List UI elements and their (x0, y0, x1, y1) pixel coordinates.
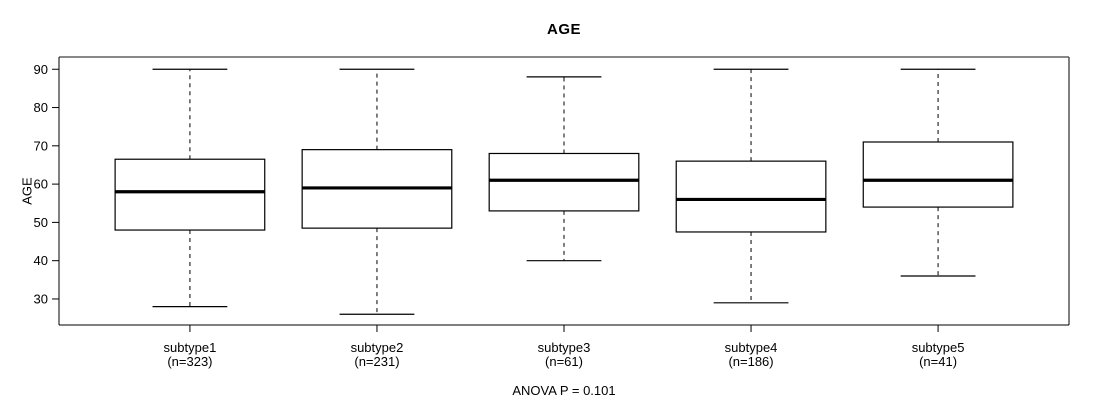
sample-size-label: (n=61) (545, 354, 583, 369)
iqr-box (675, 160, 827, 233)
sample-size-label: (n=41) (919, 354, 957, 369)
category-label: subtype2 (351, 340, 404, 355)
category-label: subtype1 (164, 340, 217, 355)
category-label: subtype4 (725, 340, 778, 355)
sample-size-label: (n=323) (167, 354, 212, 369)
y-tick-label: 60 (34, 177, 48, 192)
y-tick-label: 30 (34, 291, 48, 306)
sample-size-label: (n=186) (728, 354, 773, 369)
category-label: subtype3 (538, 340, 591, 355)
y-tick-label: 50 (34, 215, 48, 230)
boxplot-subtype3: subtype3(n=61) (488, 76, 640, 369)
iqr-box (114, 158, 266, 231)
boxplot-subtype2: subtype2(n=231) (301, 68, 453, 369)
iqr-box (862, 141, 1014, 208)
chart-title: AGE (546, 21, 581, 38)
anova-footnote: ANOVA P = 0.101 (512, 383, 616, 398)
boxplot-subtype4: subtype4(n=186) (675, 68, 827, 369)
y-tick-label: 80 (34, 100, 48, 115)
y-tick-label: 90 (34, 62, 48, 77)
y-tick-label: 70 (34, 138, 48, 153)
boxplot-subtype5: subtype5(n=41) (862, 68, 1014, 369)
y-tick-label: 40 (34, 253, 48, 268)
sample-size-label: (n=231) (354, 354, 399, 369)
boxplot-subtype1: subtype1(n=323) (114, 68, 266, 369)
category-label: subtype5 (912, 340, 965, 355)
iqr-box (488, 152, 640, 212)
